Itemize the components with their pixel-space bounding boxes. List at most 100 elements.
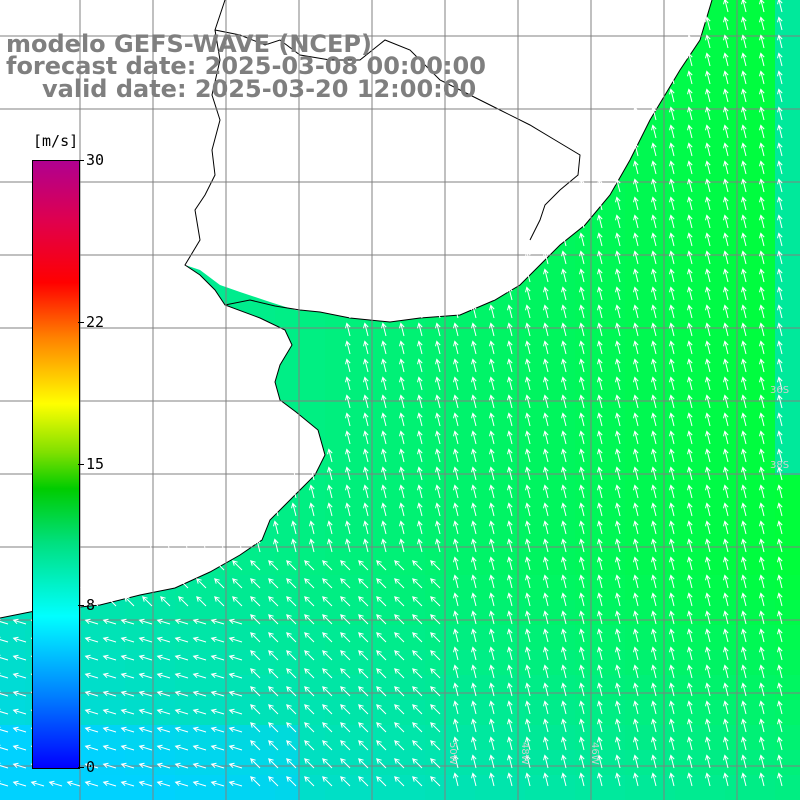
wind-arrow	[394, 776, 405, 787]
field-cell	[600, 225, 626, 251]
field-cell	[450, 650, 476, 676]
wind-arrow	[228, 636, 243, 643]
field-cell	[775, 700, 800, 726]
field-cell	[625, 425, 651, 451]
wind-arrow	[777, 754, 783, 769]
wind-arrow	[84, 726, 99, 733]
field-cell	[500, 475, 526, 501]
wind-arrow	[358, 668, 369, 679]
field-cell	[700, 600, 726, 626]
wind-arrow	[192, 762, 207, 769]
wind-arrow	[759, 196, 765, 211]
wind-arrow	[453, 736, 459, 751]
wind-arrow	[268, 668, 279, 679]
wind-arrow	[196, 596, 207, 607]
field-cell	[700, 225, 726, 251]
wind-arrow	[138, 654, 153, 661]
wind-arrow	[228, 726, 243, 733]
field-cell	[700, 750, 726, 776]
wind-arrow	[741, 304, 747, 319]
field-cell	[725, 425, 751, 451]
wind-arrow	[651, 556, 657, 571]
wind-arrow	[525, 610, 531, 625]
wind-arrow	[669, 394, 675, 409]
field-cell	[675, 400, 701, 426]
wind-arrow	[345, 484, 351, 499]
field-cell	[575, 575, 601, 601]
field-cell	[300, 775, 326, 800]
wind-arrow	[633, 664, 639, 679]
wind-arrow	[381, 286, 387, 301]
wind-arrow	[705, 502, 711, 517]
wind-arrow	[759, 556, 765, 571]
wind-arrow	[723, 394, 729, 409]
wind-arrow	[435, 520, 441, 535]
wind-arrow	[525, 520, 531, 535]
wind-arrow	[561, 700, 567, 715]
wind-arrow	[723, 700, 729, 715]
wind-arrow	[381, 484, 387, 499]
wind-arrow	[507, 538, 513, 553]
wind-arrow	[304, 704, 315, 715]
field-cell	[0, 650, 26, 676]
wind-arrow	[597, 214, 603, 229]
wind-arrow	[250, 596, 261, 607]
wind-arrow	[705, 412, 711, 427]
wind-arrow	[759, 304, 765, 319]
wind-arrow	[669, 106, 675, 121]
wind-arrow	[489, 628, 495, 643]
field-cell	[575, 750, 601, 776]
wind-arrow	[66, 780, 81, 787]
field-cell	[575, 625, 601, 651]
wind-arrow	[358, 776, 369, 787]
field-cell	[700, 350, 726, 376]
wind-arrow	[741, 34, 747, 49]
wind-arrow	[363, 304, 369, 319]
wind-arrow	[489, 448, 495, 463]
wind-arrow	[340, 722, 351, 733]
wind-arrow	[669, 214, 675, 229]
wind-arrow	[525, 268, 531, 283]
wind-arrow	[741, 268, 747, 283]
wind-arrow	[102, 726, 117, 733]
wind-arrow	[669, 358, 675, 373]
wind-arrow	[412, 758, 423, 769]
wind-arrow	[304, 560, 315, 571]
wind-arrow	[340, 668, 351, 679]
wind-arrow	[651, 232, 657, 247]
field-cell	[675, 75, 701, 101]
wind-arrow	[687, 358, 693, 373]
wind-arrow	[759, 520, 765, 535]
wind-arrow	[759, 664, 765, 679]
field-cell	[375, 500, 401, 526]
model-title: modelo GEFS-WAVE (NCEP)	[6, 30, 372, 58]
field-cell	[575, 550, 601, 576]
wind-arrow	[453, 448, 459, 463]
wind-arrow	[633, 322, 639, 337]
wind-arrow	[273, 484, 279, 499]
wind-arrow	[687, 304, 693, 319]
wind-arrow	[561, 772, 567, 787]
field-cell	[775, 350, 800, 376]
wind-arrow	[471, 610, 477, 625]
wind-arrow	[579, 700, 585, 715]
wind-arrow	[561, 232, 567, 247]
wind-arrow	[759, 646, 765, 661]
field-cell	[775, 750, 800, 776]
wind-arrow	[705, 448, 711, 463]
field-cell	[400, 750, 426, 776]
wind-arrow	[399, 448, 405, 463]
wind-arrow	[0, 780, 9, 787]
wind-arrow	[489, 358, 495, 373]
wind-arrow	[705, 592, 711, 607]
wind-arrow	[705, 52, 711, 67]
wind-arrow	[759, 52, 765, 67]
wind-arrow	[138, 618, 153, 625]
field-cell	[625, 725, 651, 751]
wind-arrow	[723, 340, 729, 355]
wind-arrow	[268, 650, 279, 661]
wind-arrow	[210, 780, 225, 787]
wind-arrow	[84, 618, 99, 625]
wind-arrow	[759, 250, 765, 265]
wind-arrow	[633, 700, 639, 715]
